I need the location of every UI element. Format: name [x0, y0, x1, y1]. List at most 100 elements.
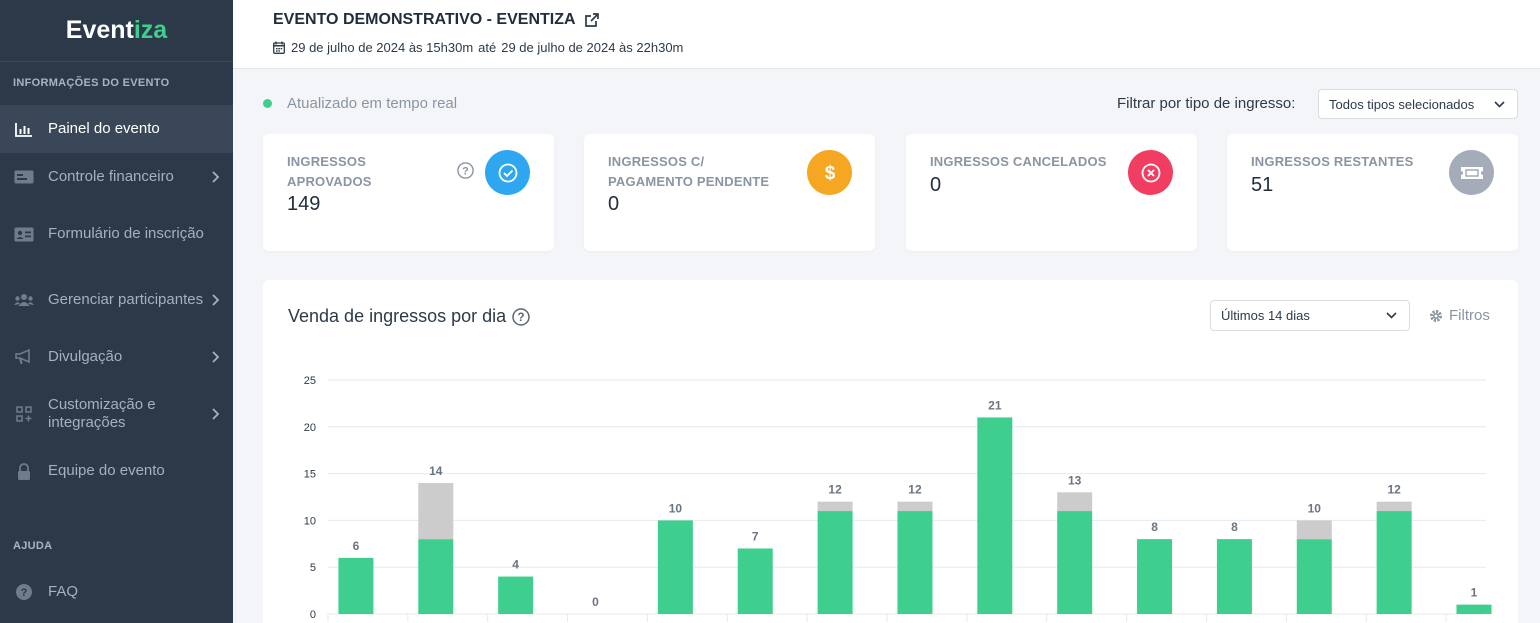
y-tick-label: 10: [304, 515, 316, 527]
card-approved-tickets: INGRESSOS APROVADOS 149 ?: [263, 134, 554, 251]
sidebar-nav: Painel do evento Controle financeiro For…: [0, 105, 233, 495]
bar-value-label: 13: [1068, 473, 1082, 487]
chevron-down-icon: [1494, 100, 1505, 108]
chevron-right-icon: [212, 294, 220, 306]
status-dot: [263, 99, 272, 108]
card-label-line1: INGRESSOS C/: [608, 154, 705, 169]
bar-value-label: 8: [1231, 520, 1238, 534]
sales-bar-chart: 0 5 10 15 20 25 6 14 4 0 10 7 12 12 21 13 8 8 10 12 1: [304, 375, 1492, 622]
sidebar-item-customizacao[interactable]: Customização e integrações: [0, 381, 233, 447]
bar-value-label: 10: [669, 501, 683, 515]
svg-text:?: ?: [21, 587, 28, 599]
bar-value-label: 1: [1471, 586, 1478, 600]
card-pending-tickets: INGRESSOS C/ PAGAMENTO PENDENTE 0 $: [584, 134, 875, 251]
svg-text:?: ?: [462, 166, 469, 178]
card-label: INGRESSOS APROVADOS: [287, 152, 372, 192]
bar-segment: [338, 557, 374, 614]
card-value: 51: [1251, 174, 1274, 196]
filters-button[interactable]: Filtros: [1429, 307, 1490, 324]
bar-value-label: 10: [1308, 501, 1322, 515]
realtime-status: Atualizado em tempo real: [263, 95, 457, 112]
sidebar-item-equipe[interactable]: Equipe do evento: [0, 447, 233, 495]
event-header: EVENTO DEMONSTRATIVO - EVENTIZA 29 de ju…: [233, 0, 1540, 69]
bar-segment: [897, 501, 933, 512]
sidebar-item-label: Equipe do evento: [48, 462, 165, 479]
section-title-event-info: INFORMAÇÕES DO EVENTO: [13, 77, 170, 89]
bar-value-label: 7: [752, 529, 759, 543]
sidebar-item-label: Painel do evento: [48, 120, 160, 137]
external-link-icon[interactable]: [584, 13, 599, 27]
sidebar-item-label: Divulgação: [48, 348, 123, 365]
bar-segment: [498, 576, 534, 614]
sidebar: Event iza INFORMAÇÕES DO EVENTO Painel do…: [0, 0, 233, 623]
help-nav: ? FAQ: [0, 568, 233, 616]
y-tick-label: 15: [304, 469, 316, 481]
card-label-line2: APROVADOS: [287, 174, 372, 189]
megaphone-icon: [14, 349, 34, 365]
brand-logo[interactable]: Event iza: [0, 0, 233, 62]
sidebar-item-painel[interactable]: Painel do evento: [0, 105, 233, 153]
ticket-type-select[interactable]: Todos tipos selecionados: [1318, 89, 1518, 119]
sidebar-item-divulgacao[interactable]: Divulgação: [0, 333, 233, 381]
chevron-down-icon: [1386, 312, 1397, 319]
bar-value-label: 12: [908, 483, 922, 497]
check-circle-icon: [485, 150, 530, 195]
money-icon: [14, 169, 34, 185]
chart-panel-title: Venda de ingressos por dia ?: [288, 306, 530, 327]
bar-segment: [1057, 492, 1093, 512]
bar-segment: [1296, 520, 1332, 540]
sidebar-item-formulario[interactable]: Formulário de inscrição: [0, 201, 233, 267]
sidebar-item-label: Formulário de inscrição: [48, 225, 204, 242]
gear-icon: [1430, 309, 1442, 322]
bar-segment: [1137, 539, 1173, 614]
card-value: 0: [608, 193, 620, 215]
y-tick-label: 25: [304, 375, 316, 387]
sidebar-item-participantes[interactable]: Gerenciar participantes: [0, 267, 233, 333]
y-tick-label: 5: [310, 562, 316, 574]
chart-title-text: Venda de ingressos por dia: [288, 306, 507, 326]
bar-segment: [737, 548, 773, 614]
event-date: 29 de julho de 2024 às 15h30m até 29 de …: [273, 40, 683, 55]
help-circle-icon[interactable]: ?: [512, 307, 530, 326]
bar-value-label: 21: [988, 398, 1002, 412]
brand-name-part1: Event: [65, 16, 134, 44]
card-label: INGRESSOS RESTANTES: [1251, 154, 1414, 169]
help-circle-icon[interactable]: ?: [457, 162, 474, 179]
bar-segment: [1456, 604, 1492, 614]
bar-segment: [1216, 539, 1252, 614]
status-text: Atualizado em tempo real: [287, 95, 458, 112]
sidebar-item-label: FAQ: [48, 583, 79, 600]
date-range-select-value: Últimos 14 dias: [1221, 308, 1310, 323]
card-label-line1: INGRESSOS: [287, 154, 367, 169]
bar-value-label: 8: [1151, 520, 1158, 534]
card-remaining-tickets: INGRESSOS RESTANTES 51: [1227, 134, 1518, 251]
y-tick-label: 0: [310, 609, 316, 621]
section-title-help: AJUDA: [13, 540, 53, 552]
bar-value-label: 12: [1387, 483, 1401, 497]
date-range-select[interactable]: Últimos 14 dias: [1210, 300, 1410, 331]
bar-segment: [657, 520, 693, 614]
bar-segment: [817, 501, 853, 512]
event-date-end: 29 de julho de 2024 às 22h30m: [501, 40, 684, 55]
ticket-icon: [1449, 150, 1494, 195]
sidebar-item-faq[interactable]: ? FAQ: [0, 568, 233, 616]
chevron-right-icon: [212, 171, 220, 183]
chevron-right-icon: [212, 408, 220, 420]
card-value: 149: [287, 193, 321, 215]
bar-value-label: 14: [429, 464, 443, 478]
id-card-icon: [14, 226, 34, 242]
sidebar-item-financeiro[interactable]: Controle financeiro: [0, 153, 233, 201]
card-label: INGRESSOS CANCELADOS: [930, 154, 1107, 169]
ticket-type-select-value: Todos tipos selecionados: [1329, 96, 1475, 112]
bar-segment: [1376, 501, 1412, 512]
bar-value-label: 0: [592, 595, 599, 609]
bar-value-label: 6: [353, 539, 360, 553]
chevron-right-icon: [212, 351, 220, 363]
sidebar-item-label: Controle financeiro: [48, 168, 174, 185]
x-circle-icon: [1128, 150, 1173, 195]
y-tick-label: 20: [304, 422, 316, 434]
card-label: INGRESSOS C/ PAGAMENTO PENDENTE: [608, 152, 769, 192]
ticket-type-filter-label: Filtrar por tipo de ingresso:: [1117, 95, 1296, 112]
card-cancelled-tickets: INGRESSOS CANCELADOS 0: [906, 134, 1197, 251]
bar-segment: [1376, 511, 1412, 614]
